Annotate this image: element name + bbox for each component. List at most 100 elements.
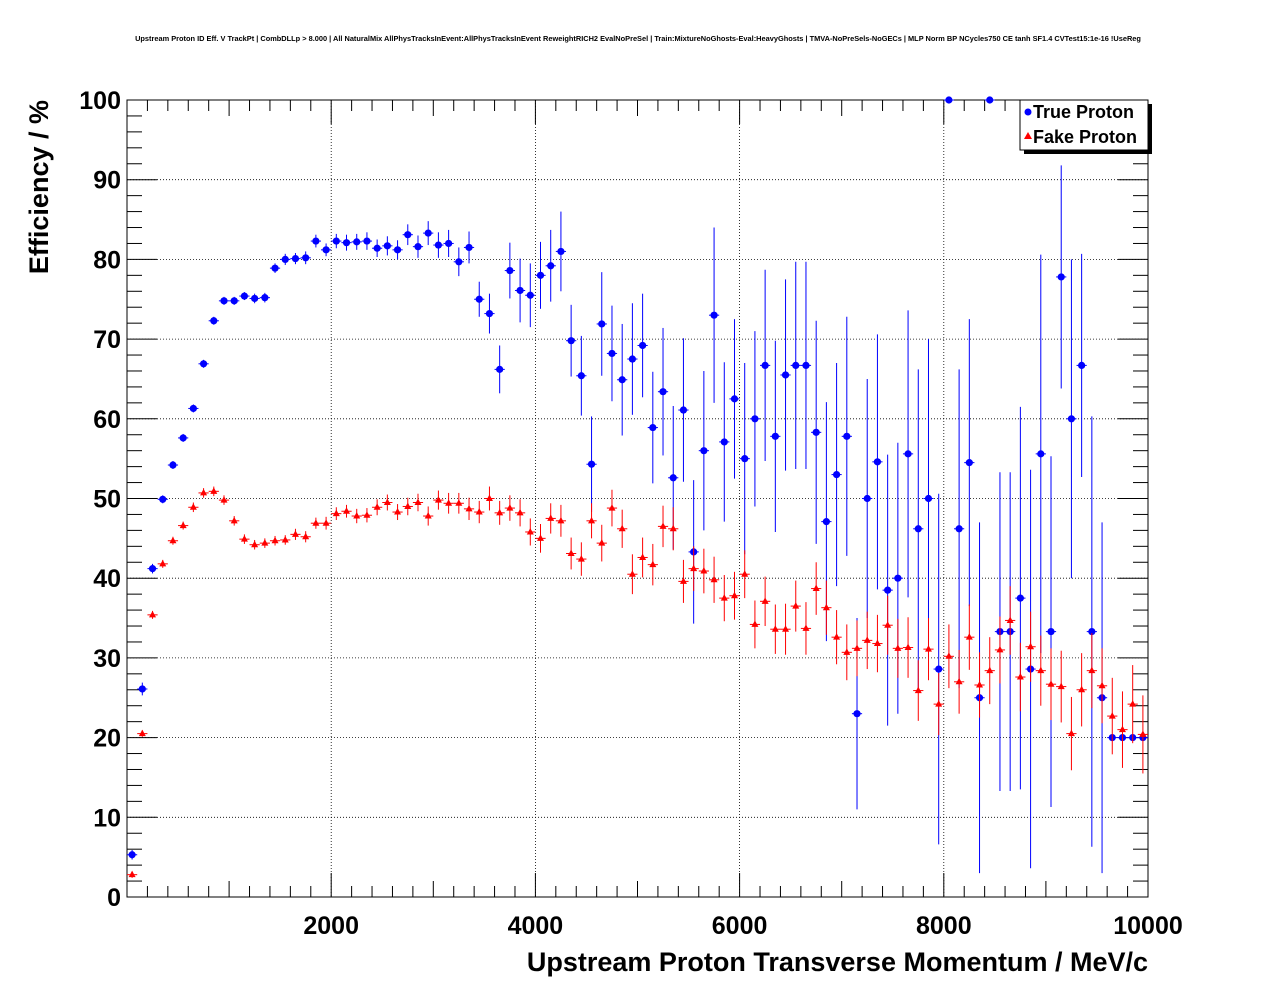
data-point-fake-proton <box>720 594 728 601</box>
data-point-fake-proton <box>741 570 749 577</box>
data-point-fake-proton <box>516 508 524 516</box>
data-point-fake-proton <box>220 496 228 503</box>
x-tick-label: 8000 <box>916 912 972 940</box>
data-point-true-proton <box>659 388 667 396</box>
data-point-fake-proton <box>383 498 391 505</box>
data-point-fake-proton <box>169 536 177 544</box>
data-point-fake-proton <box>496 508 504 516</box>
x-tick-label: 2000 <box>303 912 359 940</box>
data-point-fake-proton <box>649 560 657 568</box>
data-point-fake-proton <box>261 539 269 546</box>
data-point-fake-proton <box>843 648 851 655</box>
data-point-true-proton <box>679 406 688 414</box>
data-point-fake-proton <box>394 508 402 515</box>
data-point-true-proton <box>741 455 749 463</box>
data-point-fake-proton <box>976 680 984 688</box>
data-point-fake-proton <box>128 870 136 878</box>
series-true-proton <box>127 96 1148 874</box>
data-point-true-proton <box>383 242 391 250</box>
data-point-fake-proton <box>1078 685 1086 693</box>
data-point-fake-proton <box>271 536 279 544</box>
data-point-fake-proton <box>710 575 718 583</box>
data-point-true-proton <box>1078 361 1086 370</box>
data-point-true-proton <box>322 246 330 254</box>
y-tick-label: 0 <box>107 884 121 912</box>
data-point-true-proton <box>199 360 208 368</box>
data-point-fake-proton <box>853 644 861 651</box>
data-point-true-proton <box>496 365 504 373</box>
data-point-true-proton <box>751 415 759 423</box>
data-point-fake-proton <box>965 633 973 640</box>
data-point-true-proton <box>424 229 432 237</box>
data-point-fake-proton <box>424 512 432 519</box>
data-point-true-proton <box>536 271 545 279</box>
data-point-true-proton <box>669 474 677 482</box>
data-point-fake-proton <box>200 488 208 496</box>
data-point-fake-proton <box>485 494 493 501</box>
data-point-fake-proton <box>924 645 932 652</box>
data-point-true-proton <box>1037 450 1045 458</box>
data-point-true-proton <box>771 432 779 440</box>
data-point-fake-proton <box>996 645 1004 653</box>
data-point-true-proton <box>506 266 514 275</box>
data-point-true-proton <box>1067 415 1076 423</box>
data-point-fake-proton <box>343 507 351 514</box>
data-point-true-proton <box>557 247 565 256</box>
data-point-true-proton <box>567 337 575 345</box>
data-point-fake-proton <box>322 519 330 526</box>
y-axis: 0 10 20 30 40 50 60 70 80 90 100 <box>79 87 1148 912</box>
data-point-fake-proton <box>669 524 677 532</box>
data-point-fake-proton <box>1027 642 1035 650</box>
data-point-fake-proton <box>955 677 963 685</box>
data-point-true-proton <box>475 295 483 303</box>
data-point-true-proton <box>863 494 871 503</box>
data-point-fake-proton <box>588 516 596 524</box>
data-point-true-proton <box>148 565 157 573</box>
data-point-fake-proton <box>863 636 871 643</box>
data-point-true-proton <box>240 292 249 300</box>
data-point-fake-proton <box>434 496 442 503</box>
legend-marker-fake-proton <box>1024 132 1032 139</box>
data-point-fake-proton <box>884 621 892 628</box>
data-point-true-proton <box>353 238 361 246</box>
data-point-fake-proton <box>577 555 585 562</box>
x-axis-title: Upstream Proton Transverse Momentum / Me… <box>527 947 1148 977</box>
data-point-true-proton <box>649 423 657 432</box>
data-point-fake-proton <box>751 620 759 627</box>
data-point-true-proton <box>832 470 841 479</box>
data-point-true-proton <box>393 246 402 254</box>
data-point-true-proton <box>935 665 943 673</box>
data-point-true-proton <box>710 311 718 319</box>
data-point-fake-proton <box>189 503 197 510</box>
data-point-fake-proton <box>230 516 238 524</box>
data-point-true-proton <box>812 428 820 436</box>
data-point-true-proton <box>628 355 636 363</box>
data-point-fake-proton <box>833 633 841 640</box>
data-point-fake-proton <box>537 534 545 541</box>
data-point-true-proton <box>251 294 259 303</box>
data-point-fake-proton <box>414 498 422 505</box>
data-point-true-proton <box>342 239 351 247</box>
data-point-true-proton <box>485 309 494 318</box>
data-point-fake-proton <box>138 729 146 737</box>
data-point-fake-proton <box>822 603 830 611</box>
x-axis: 2000 4000 6000 8000 10000 <box>146 100 1183 940</box>
data-point-true-proton <box>312 237 320 245</box>
data-point-true-proton <box>169 461 177 469</box>
legend-label-fake-proton: Fake Proton <box>1033 127 1137 147</box>
data-point-true-proton <box>945 96 953 104</box>
data-point-true-proton <box>894 574 902 582</box>
y-tick-label: 40 <box>93 565 121 593</box>
data-point-true-proton <box>577 372 585 380</box>
data-point-fake-proton <box>1118 725 1126 733</box>
data-point-true-proton <box>1057 273 1065 281</box>
data-point-true-proton <box>373 244 381 252</box>
data-point-true-proton <box>261 294 269 302</box>
data-point-true-proton <box>843 432 851 440</box>
data-point-true-proton <box>332 237 340 245</box>
data-point-fake-proton <box>761 597 769 604</box>
data-point-fake-proton <box>730 591 738 599</box>
data-point-fake-proton <box>353 512 361 519</box>
data-point-fake-proton <box>914 686 922 694</box>
